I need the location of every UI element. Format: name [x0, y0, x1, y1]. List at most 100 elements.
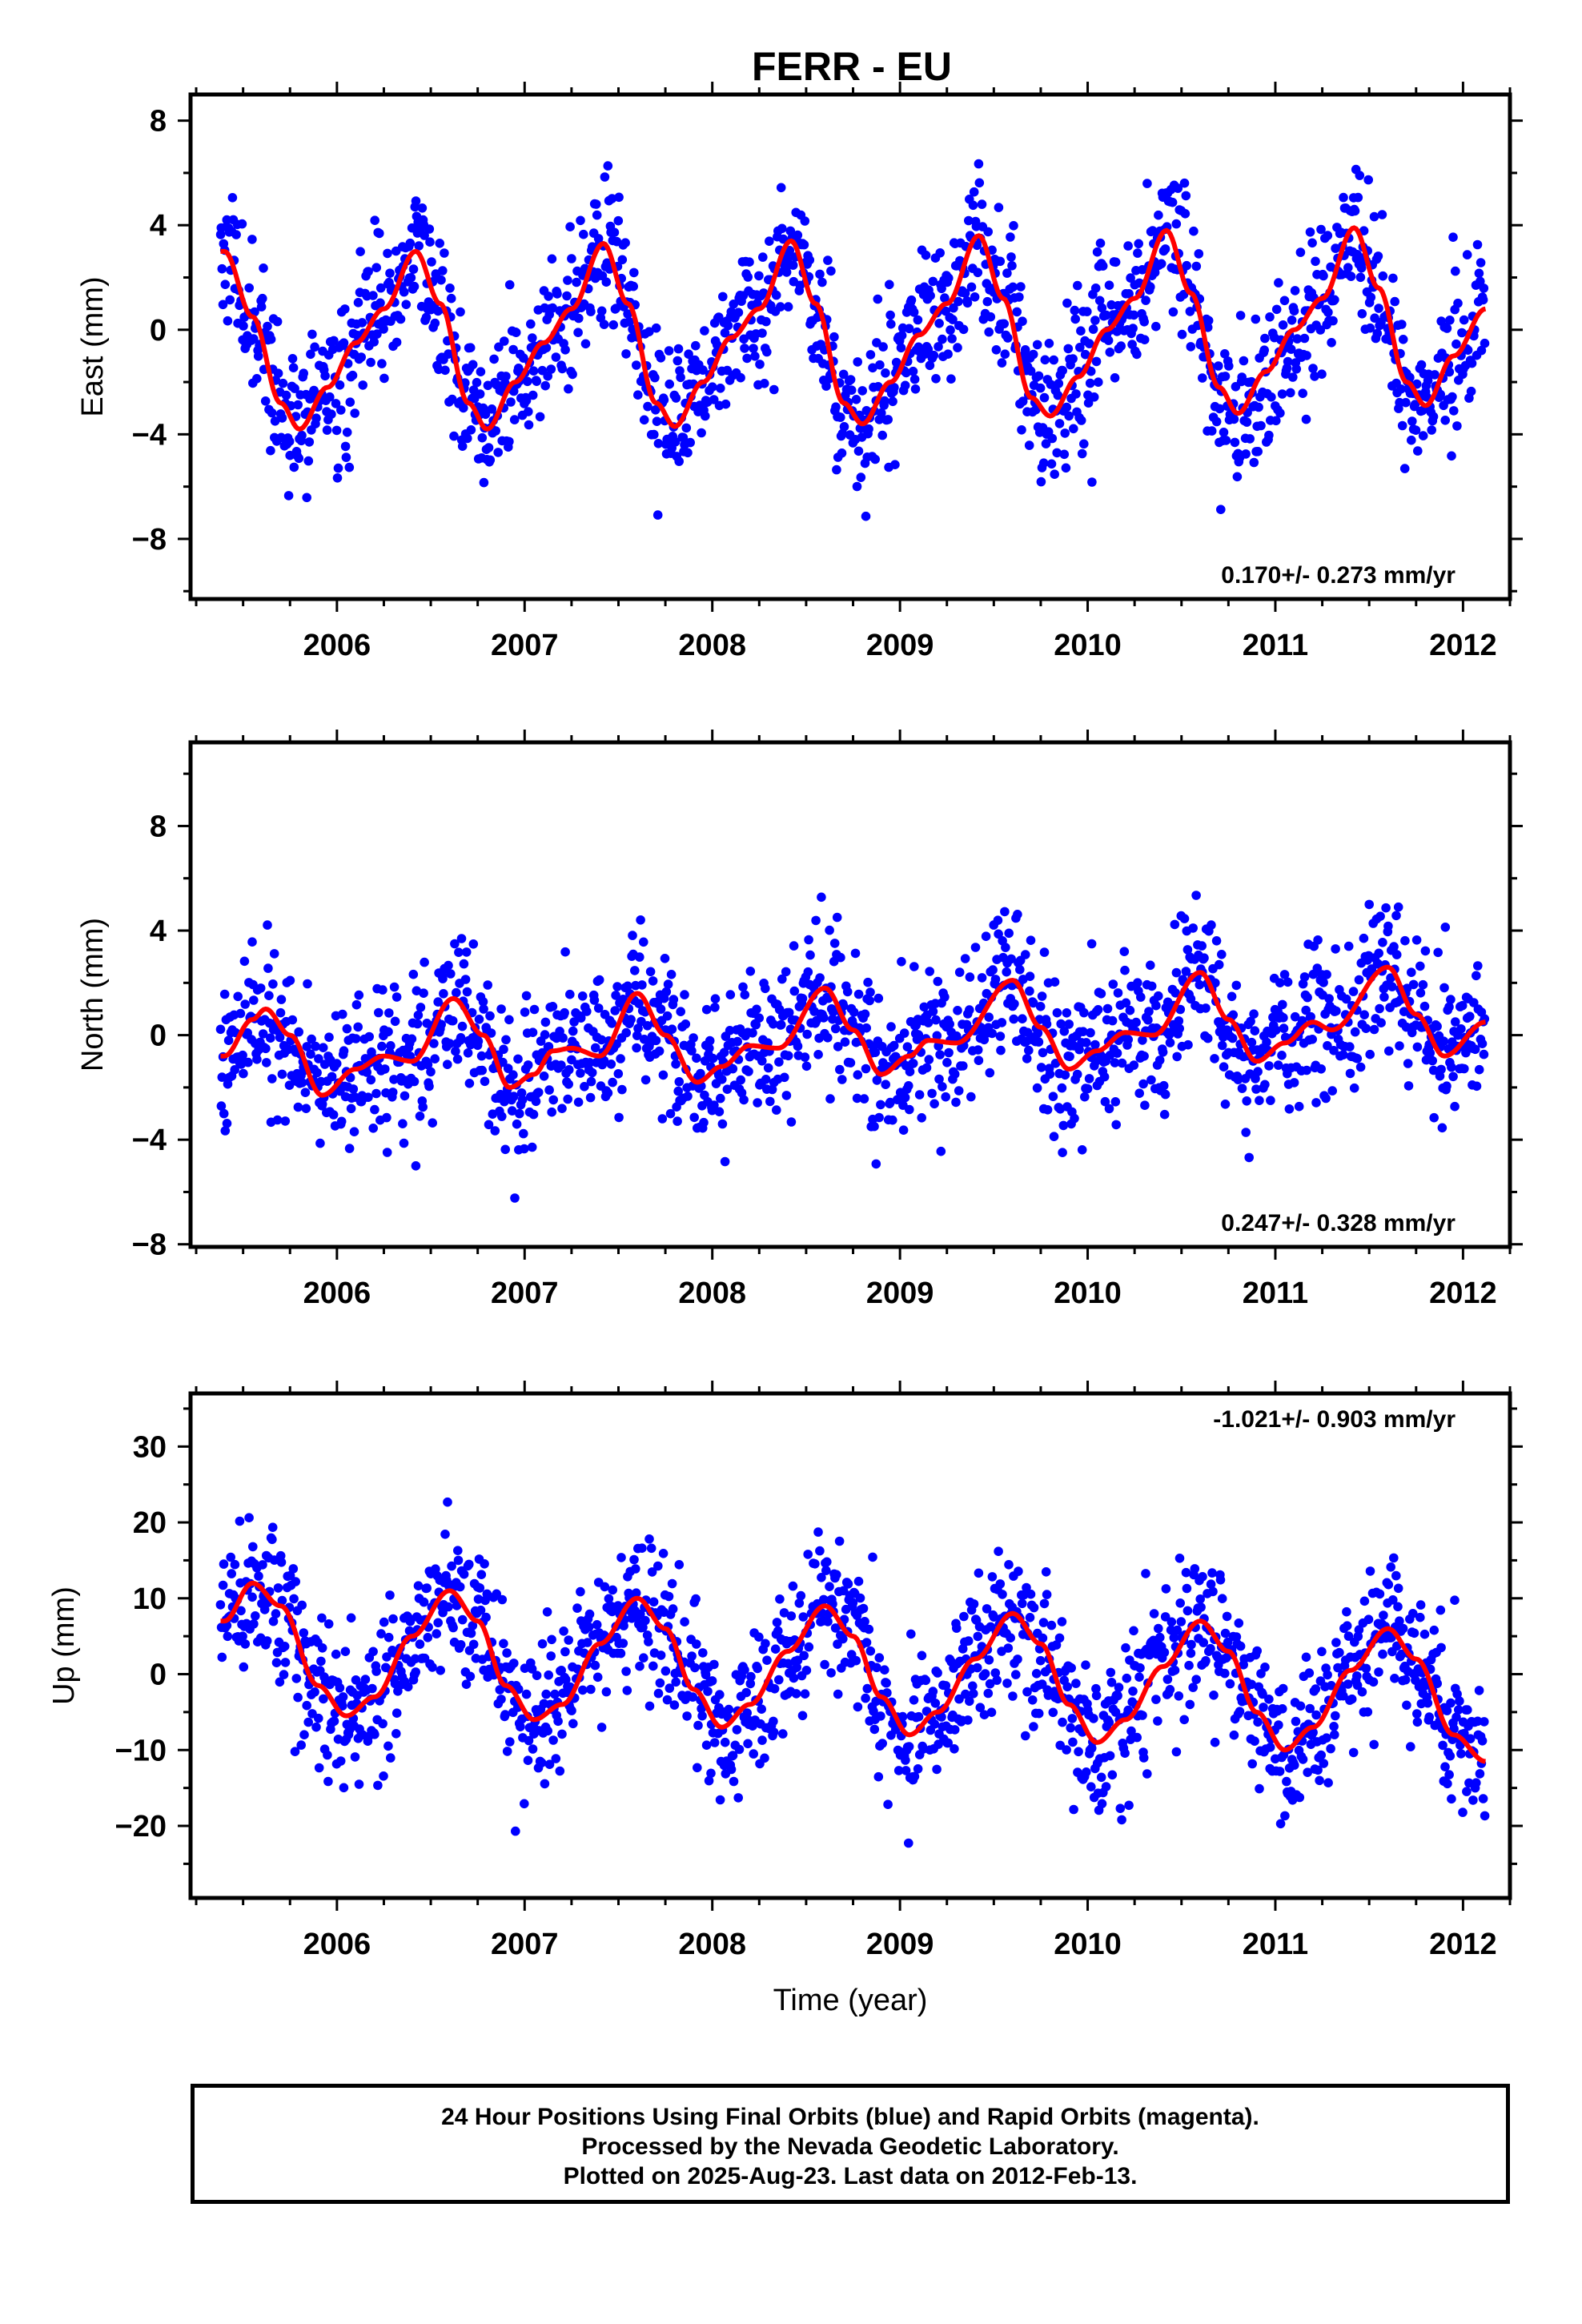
data-point	[750, 352, 760, 361]
data-point	[513, 1054, 523, 1064]
data-point	[868, 363, 877, 373]
data-point	[557, 364, 568, 374]
data-point	[1062, 402, 1072, 412]
data-point	[656, 353, 666, 363]
data-point	[465, 1671, 476, 1682]
data-point	[577, 991, 588, 1001]
data-point	[498, 1057, 508, 1068]
x-tick-label: 2006	[303, 1928, 371, 1961]
data-point	[327, 1072, 337, 1082]
data-point	[804, 1642, 814, 1652]
data-point	[1242, 1096, 1251, 1106]
data-point	[733, 1036, 742, 1047]
data-point	[1036, 476, 1046, 487]
data-point	[1182, 260, 1191, 271]
data-point	[443, 1497, 452, 1507]
chart-panels: 2006 2007 2008 2009 2010 2011 2012−8−4048East …	[47, 82, 1523, 2017]
data-point	[1295, 1792, 1305, 1803]
data-point	[1066, 1723, 1075, 1733]
data-point	[1402, 1700, 1411, 1711]
data-point	[267, 1522, 278, 1532]
data-point	[1388, 273, 1398, 283]
data-point	[532, 376, 542, 387]
data-point	[563, 1094, 572, 1104]
data-point	[355, 247, 365, 257]
data-point	[1413, 446, 1423, 456]
data-point	[1478, 1794, 1488, 1803]
data-point	[339, 1783, 349, 1793]
data-point	[746, 1671, 756, 1682]
data-point	[1352, 1671, 1362, 1681]
data-point	[433, 306, 443, 316]
data-point	[856, 472, 866, 482]
data-point	[266, 334, 276, 344]
data-point	[1182, 1606, 1193, 1616]
data-point	[892, 1095, 902, 1104]
data-point	[689, 1112, 699, 1123]
data-point	[258, 1560, 267, 1570]
data-point	[414, 241, 424, 251]
data-point	[612, 982, 622, 991]
data-point	[1041, 439, 1051, 448]
data-point	[644, 327, 654, 337]
data-point	[1203, 323, 1213, 332]
data-point	[1180, 209, 1191, 219]
data-point	[1220, 1668, 1230, 1679]
data-point	[568, 369, 577, 380]
data-point	[1015, 965, 1025, 975]
data-point	[968, 1681, 978, 1691]
data-point	[1450, 1595, 1460, 1605]
data-point	[1440, 416, 1450, 425]
data-point	[864, 1624, 874, 1634]
data-point	[1279, 1023, 1289, 1033]
data-point	[1247, 1759, 1257, 1769]
data-point	[936, 1146, 946, 1156]
y-tick-label: 4	[150, 915, 167, 948]
data-point	[1472, 1081, 1482, 1092]
data-point	[400, 1091, 410, 1101]
data-point	[1321, 1093, 1331, 1104]
data-point	[1211, 936, 1222, 946]
data-point	[328, 1110, 339, 1120]
data-point	[289, 1594, 299, 1604]
x-tick-label: 2012	[1429, 629, 1497, 662]
data-point	[1275, 978, 1285, 987]
data-point	[366, 357, 375, 368]
data-point	[1331, 944, 1340, 954]
data-point	[464, 1079, 475, 1088]
data-point	[1090, 316, 1100, 325]
data-point	[1452, 339, 1461, 349]
data-point	[661, 987, 672, 997]
data-point	[1452, 421, 1462, 431]
data-point	[303, 979, 312, 989]
data-point	[1460, 1063, 1469, 1074]
data-point	[366, 1075, 376, 1085]
data-point	[618, 995, 628, 1004]
y-tick-label: −4	[132, 1124, 167, 1157]
data-point	[659, 395, 669, 405]
data-point	[1412, 1709, 1422, 1719]
data-point	[1361, 1023, 1371, 1033]
data-point	[1135, 1663, 1145, 1673]
data-point	[217, 263, 227, 274]
data-point	[1104, 280, 1114, 291]
data-point	[247, 1592, 257, 1602]
data-point	[1002, 268, 1012, 278]
data-point	[788, 1581, 798, 1591]
data-point	[899, 1028, 909, 1038]
data-point	[1070, 314, 1080, 324]
data-point	[691, 1594, 701, 1604]
data-point	[528, 1027, 538, 1037]
data-point	[1398, 1623, 1408, 1634]
data-point	[342, 428, 352, 437]
data-point	[222, 215, 232, 225]
data-point	[446, 969, 456, 979]
data-point	[527, 1142, 537, 1152]
data-point	[710, 994, 721, 1003]
data-point	[415, 1639, 425, 1649]
data-point	[1259, 345, 1269, 356]
data-point	[520, 1799, 529, 1809]
data-point	[743, 272, 753, 282]
data-point	[934, 342, 943, 352]
data-point	[680, 990, 689, 999]
